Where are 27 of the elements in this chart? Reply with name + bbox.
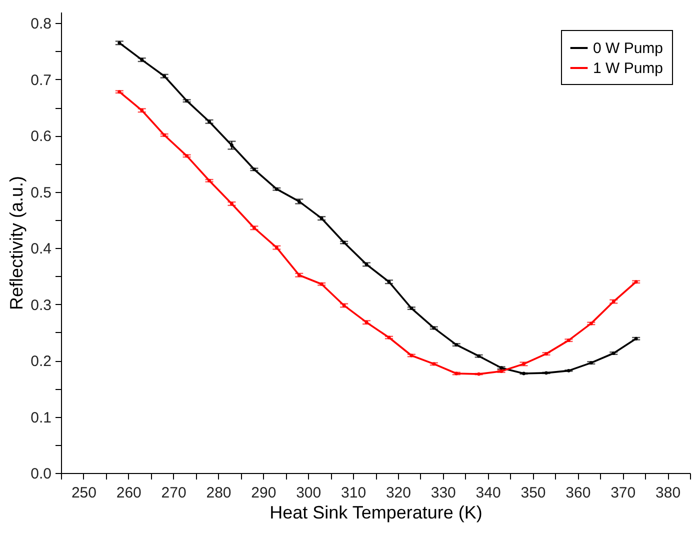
y-tick-label: 0.2 (30, 353, 52, 370)
x-tick-label: 320 (386, 484, 411, 502)
x-tick-label: 300 (296, 484, 322, 502)
y-tick-label: 0.6 (30, 128, 52, 146)
x-tick-label: 380 (656, 484, 681, 502)
y-tick-label: 0.8 (30, 16, 52, 33)
y-tick-label: 0.7 (30, 72, 52, 89)
y-tick-label: 0.3 (30, 296, 52, 314)
y-tick-label: 0.4 (30, 240, 52, 258)
legend-label: 0 W Pump (593, 40, 664, 57)
x-tick-label: 260 (116, 484, 142, 502)
y-tick-label: 0.1 (30, 409, 52, 426)
x-tick-label: 290 (251, 484, 276, 502)
x-tick-label: 280 (206, 484, 232, 502)
x-tick-label: 370 (610, 484, 636, 502)
x-tick-label: 250 (71, 484, 96, 502)
y-tick-label: 0.0 (30, 466, 52, 482)
x-tick-label: 360 (566, 484, 591, 502)
x-tick-label: 270 (161, 484, 186, 502)
x-tick-label: 310 (341, 484, 366, 502)
x-tick-label: 350 (520, 484, 546, 502)
x-axis-title: Heat Sink Temperature (K) (270, 502, 482, 522)
y-axis-title: Reflectivity (a.u.) (6, 176, 27, 310)
x-tick-label: 340 (476, 484, 501, 502)
legend-label: 1 W Pump (593, 60, 664, 77)
y-tick-label: 0.5 (30, 184, 52, 202)
x-tick-label: 330 (430, 484, 456, 502)
